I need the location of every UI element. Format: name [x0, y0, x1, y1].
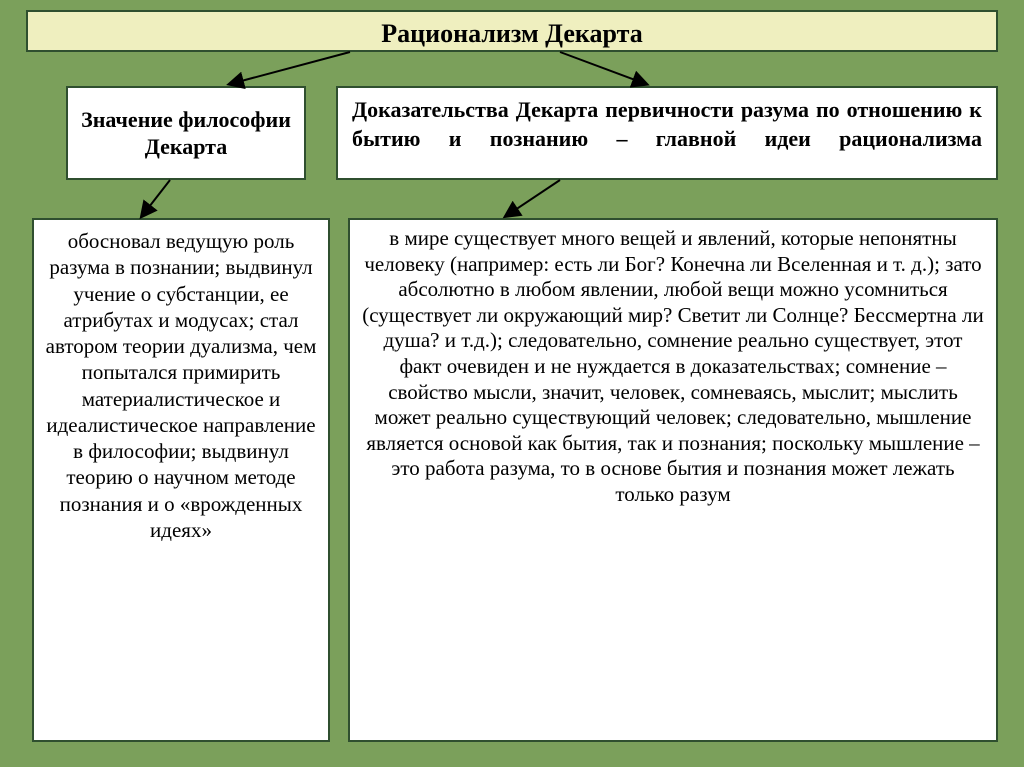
sub-left-text: Значение философии Декарта — [78, 106, 294, 161]
title-text: Рационализм Декарта — [381, 19, 642, 48]
body-left-box: обосновал ведущую роль разума в познании… — [32, 218, 330, 742]
sub-left-box: Значение философии Декарта — [66, 86, 306, 180]
body-left-text: обосновал ведущую роль разума в познании… — [46, 229, 317, 542]
sub-right-box: Доказательства Декарта первичности разум… — [336, 86, 998, 180]
sub-right-text: Доказательства Декарта первичности разум… — [352, 97, 982, 151]
title-box: Рационализм Декарта — [26, 10, 998, 52]
body-right-text: в мире существует много вещей и явлений,… — [362, 226, 983, 506]
body-right-box: в мире существует много вещей и явлений,… — [348, 218, 998, 742]
diagram-canvas: { "colors": { "background": "#7ba05b", "… — [0, 0, 1024, 767]
